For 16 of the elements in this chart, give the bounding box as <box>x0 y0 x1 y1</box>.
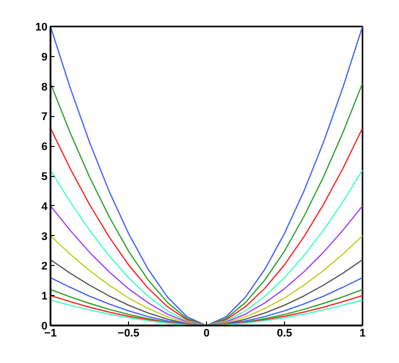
x-tick-label: 0 <box>203 328 210 340</box>
y-tick-label: 7 <box>41 111 48 124</box>
y-tick-label: 9 <box>41 51 48 64</box>
x-tick-label: −1 <box>44 328 57 340</box>
y-tick-label: 4 <box>41 200 48 213</box>
x-tick-label: 0.5 <box>276 328 292 340</box>
x-tick-label: 1 <box>359 328 366 340</box>
y-tick-label: 10 <box>35 22 48 34</box>
y-tick-label: 8 <box>41 81 48 94</box>
line-series <box>50 26 362 326</box>
x-tick-label: −0.5 <box>118 328 140 340</box>
y-tick-label: 5 <box>41 171 48 183</box>
y-tick-label: 1 <box>41 290 48 303</box>
y-tick-label: 3 <box>41 230 48 243</box>
y-tick-label: 6 <box>41 141 48 154</box>
y-tick-label: 2 <box>41 260 48 273</box>
